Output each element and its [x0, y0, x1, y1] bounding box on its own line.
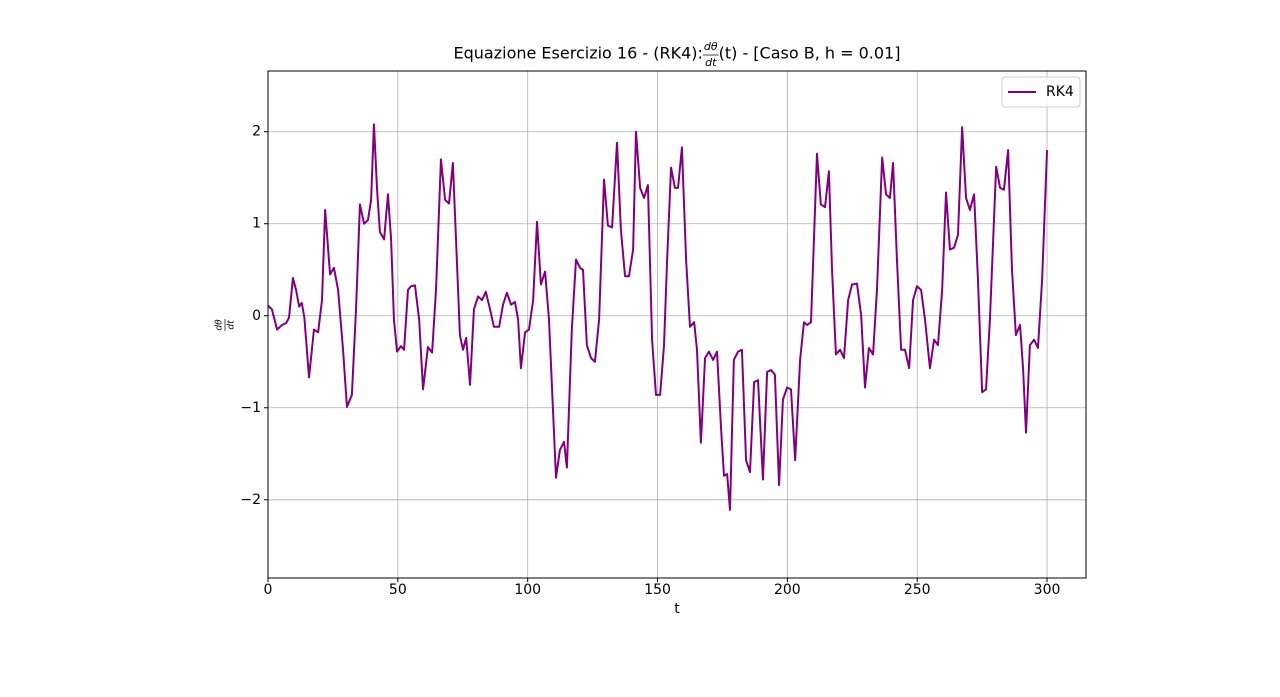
axes-frame [267, 70, 1087, 579]
title-frac-den: dt [705, 56, 717, 69]
y-tick-label: 2 [252, 124, 261, 140]
grid [267, 71, 1086, 578]
y-label-num: dθ [215, 319, 225, 331]
title: Equazione Esercizio 16 - (RK4): dθ dt (t) … [454, 40, 901, 69]
y-tick-label: 0 [252, 308, 261, 324]
y-axis-label: dθ dt [215, 319, 237, 331]
x-tick-label: 50 [389, 582, 407, 598]
title-text: Equazione Esercizio 16 - (RK4): [454, 44, 703, 63]
x-tick-label: 200 [774, 582, 801, 598]
x-axis-label: t [674, 601, 680, 617]
y-tick-label: −2 [240, 492, 261, 508]
legend: RK4 [1001, 76, 1081, 108]
x-tick-label: 150 [644, 582, 671, 598]
data-line [267, 123, 1049, 511]
legend-label: RK4 [1046, 84, 1074, 100]
x-tick-label: 100 [514, 582, 541, 598]
y-tick-label: 1 [252, 216, 261, 232]
y-tick-label: −1 [240, 400, 261, 416]
x-tick-label: 250 [904, 582, 931, 598]
y-label-den: dt [227, 320, 237, 330]
title-text: (t) - [Caso B, h = 0.01] [719, 44, 901, 63]
legend-box [1001, 76, 1081, 108]
x-tick-label: 0 [264, 582, 273, 598]
plot [267, 123, 1049, 511]
title-frac-num: dθ [704, 40, 718, 53]
x-tick-label: 300 [1034, 582, 1061, 598]
